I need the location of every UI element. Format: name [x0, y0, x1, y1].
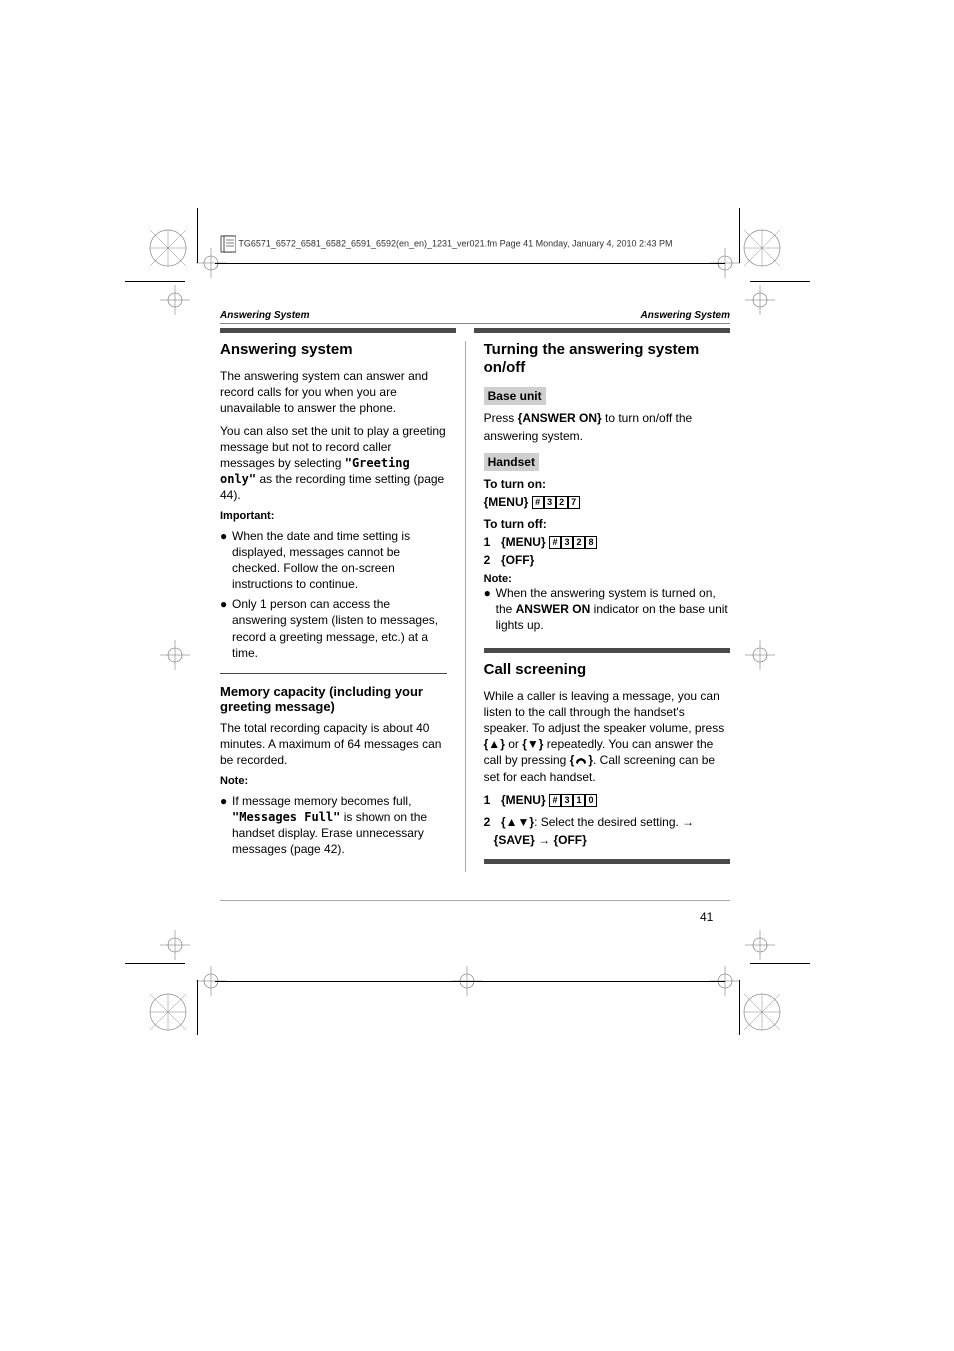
frame-line [750, 281, 810, 282]
frame-line [750, 963, 810, 964]
list-item: ● When the date and time setting is disp… [220, 528, 447, 593]
body-text: While a caller is leaving a message, you… [484, 688, 730, 785]
frame-line [197, 980, 198, 1035]
section-title: Turning the answering system on/off [484, 341, 730, 377]
step-line: Press {ANSWER ON} to turn on/off the ans… [484, 409, 730, 445]
page-content: Answering System Answering System Answer… [220, 310, 730, 872]
file-name: TG6571_6572_6581_6582_6591_6592(en_en)_1… [238, 238, 497, 248]
note-label: Note: [484, 573, 730, 585]
divider [220, 673, 447, 674]
section-title: Call screening [484, 661, 730, 678]
frame-line [197, 208, 198, 263]
step-line: To turn off: 1 {MENU} #328 2 {OFF} [484, 515, 730, 569]
step-line: 2 {▲▼}: Select the desired setting. → {S… [484, 813, 730, 849]
crosshair-icon [745, 640, 775, 670]
handset-label: Handset [484, 453, 730, 475]
page-number: 41 [700, 910, 713, 924]
right-column: Turning the answering system on/off Base… [484, 341, 730, 872]
list-item: ● When the answering system is turned on… [484, 585, 730, 634]
left-column: Answering system The answering system ca… [220, 341, 447, 872]
divider-bar [474, 328, 730, 333]
crosshair-icon [160, 640, 190, 670]
base-unit-label: Base unit [484, 387, 730, 409]
footer-divider [220, 900, 730, 901]
header-left: Answering System [220, 310, 309, 321]
frame-line [215, 981, 725, 982]
body-text: You can also set the unit to play a gree… [220, 423, 447, 504]
frame-line [739, 980, 740, 1035]
body-text: The total recording capacity is about 40… [220, 720, 447, 769]
frame-line [125, 963, 185, 964]
frame-line [739, 208, 740, 263]
crosshair-icon [745, 285, 775, 315]
divider-bar [484, 648, 730, 653]
file-icon [220, 235, 236, 253]
list-item: ● Only 1 person can access the answering… [220, 596, 447, 661]
divider-bar [484, 859, 730, 864]
file-header: TG6571_6572_6581_6582_6591_6592(en_en)_1… [220, 235, 673, 253]
section-title: Answering system [220, 341, 447, 358]
frame-line [215, 263, 725, 264]
crosshair-icon [745, 930, 775, 960]
frame-line [125, 281, 185, 282]
body-text: The answering system can answer and reco… [220, 368, 447, 417]
crosshair-icon [160, 285, 190, 315]
header-right: Answering System [641, 310, 730, 321]
phone-icon [574, 755, 588, 767]
step-line: To turn on: {MENU} #327 [484, 475, 730, 511]
file-page-label: Page 41 Monday, January 4, 2010 2:43 PM [500, 238, 673, 248]
list-item: ● If message memory becomes full, "Messa… [220, 793, 447, 858]
sub-heading: Memory capacity (including your greeting… [220, 684, 447, 714]
divider-bar [220, 328, 456, 333]
crosshair-icon [160, 930, 190, 960]
important-label: Important: [220, 510, 447, 522]
note-label: Note: [220, 775, 447, 787]
step-line: 1 {MENU} #310 [484, 791, 730, 809]
